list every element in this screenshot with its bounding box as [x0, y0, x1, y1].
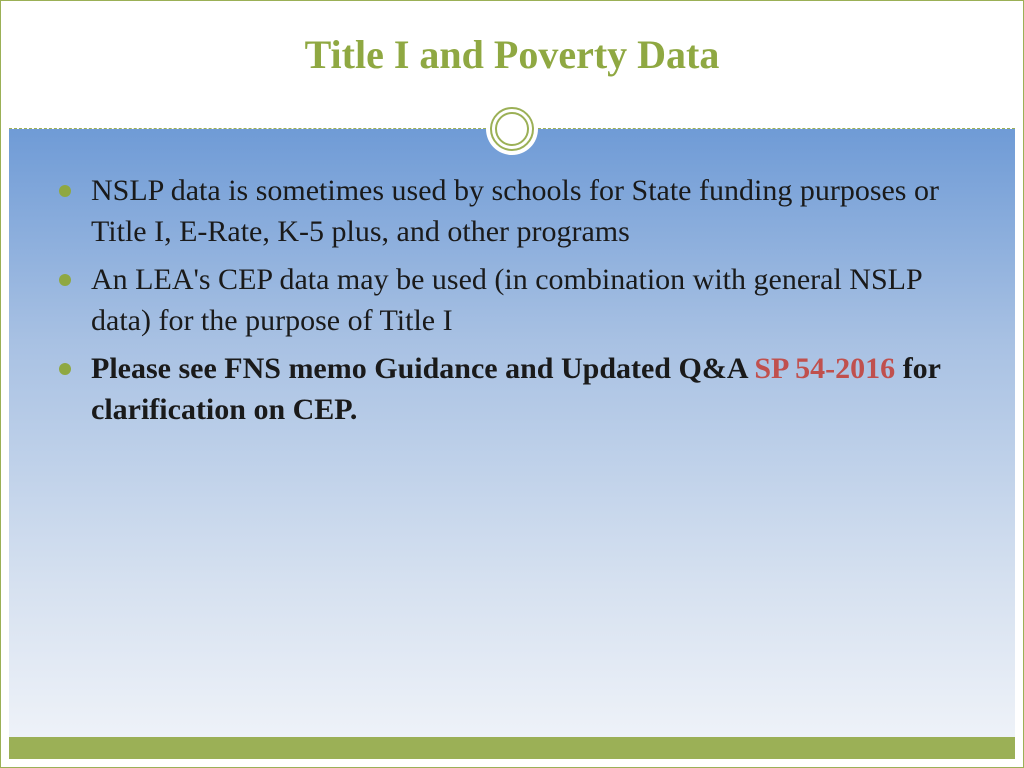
circle-ornament-icon — [486, 103, 538, 155]
bullet-text-prefix: Please see FNS memo Guidance and Updated… — [91, 352, 754, 385]
reference-number: SP 54-2016 — [754, 352, 895, 385]
slide-container: Title I and Poverty Data NSLP data is so… — [0, 0, 1024, 768]
slide-body: NSLP data is sometimes used by schools f… — [9, 129, 1015, 737]
list-item: Please see FNS memo Guidance and Updated… — [57, 349, 983, 430]
list-item: An LEA's CEP data may be used (in combin… — [57, 260, 983, 341]
list-item: NSLP data is sometimes used by schools f… — [57, 171, 983, 252]
bullet-text: NSLP data is sometimes used by schools f… — [91, 174, 939, 248]
slide-title: Title I and Poverty Data — [1, 31, 1023, 78]
slide-header: Title I and Poverty Data — [1, 1, 1023, 129]
bullet-text: An LEA's CEP data may be used (in combin… — [91, 263, 922, 337]
footer-accent-bar — [9, 737, 1015, 759]
bullet-list: NSLP data is sometimes used by schools f… — [57, 171, 983, 430]
